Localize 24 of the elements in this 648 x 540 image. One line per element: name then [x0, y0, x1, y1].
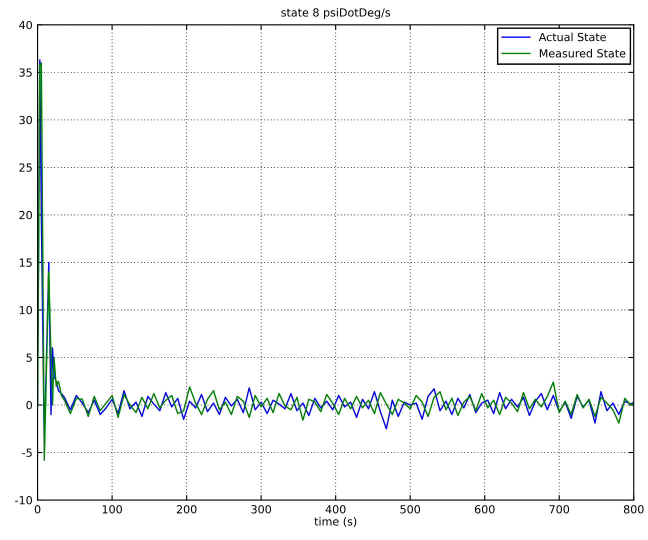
- x-tick-label: 500: [400, 505, 420, 514]
- legend-label: Actual State: [538, 32, 606, 42]
- x-tick-label: 400: [326, 505, 346, 514]
- y-tick-label: 5: [26, 354, 32, 362]
- y-tick-label: 0: [26, 400, 32, 410]
- y-tick-label: -5: [22, 448, 32, 457]
- legend-label: Measured State: [540, 48, 626, 58]
- y-tick-label: -10: [15, 496, 32, 504]
- x-tick-label: 200: [176, 505, 196, 514]
- x-tick-label: 0: [34, 505, 40, 514]
- x-tick-label: 700: [550, 505, 570, 514]
- x-tick-label: 600: [474, 505, 495, 514]
- y-tick-label: 25: [19, 163, 32, 172]
- y-tick-label: 10: [20, 306, 32, 314]
- x-tick-label: 100: [102, 505, 122, 514]
- y-tick-label: 20: [19, 210, 32, 220]
- y-tick-label: 30: [19, 116, 32, 124]
- x-tick-label: 300: [251, 505, 272, 514]
- x-tick-label: 800: [624, 505, 644, 514]
- x-axis-title: time (s): [314, 517, 356, 527]
- y-tick-label: 40: [19, 20, 32, 30]
- y-tick-label: 15: [20, 258, 32, 267]
- chart-title: state 8 psiDotDeg/s: [281, 8, 390, 19]
- y-tick-label: 35: [19, 68, 32, 77]
